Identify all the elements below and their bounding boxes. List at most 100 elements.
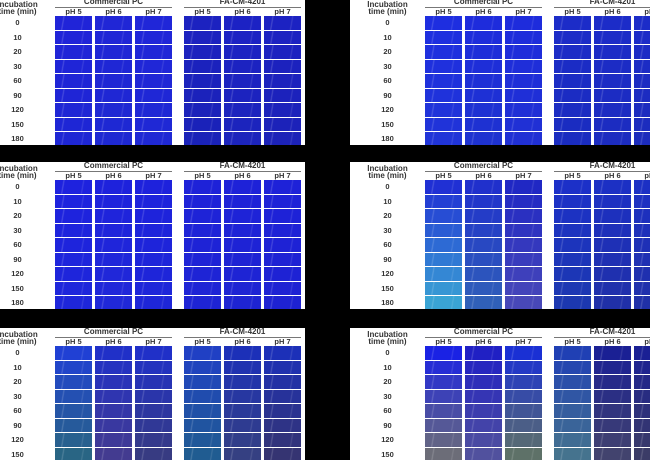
- ph-label: pH 6: [224, 172, 261, 180]
- strip-cell: [95, 238, 132, 252]
- strip-cell: [425, 180, 462, 194]
- time-label: 20: [350, 48, 425, 56]
- strip-cell: [135, 89, 172, 103]
- strip-cell: [224, 296, 261, 309]
- strip-cell: [264, 448, 301, 460]
- strip-cell: [184, 16, 221, 30]
- strip-cell: [184, 282, 221, 296]
- time-label: 150: [0, 451, 55, 459]
- strip-cell: [594, 224, 631, 238]
- strip-cell: [55, 404, 92, 418]
- strip-cell: [505, 282, 542, 296]
- strip-cell: [634, 195, 650, 209]
- strip-cell: [554, 253, 591, 267]
- strip-cell: [224, 267, 261, 281]
- strip-cell: [425, 433, 462, 447]
- time-label: 150: [350, 451, 425, 459]
- strip-cell: [264, 103, 301, 117]
- strip-cell: [95, 346, 132, 360]
- strip-cell: [135, 346, 172, 360]
- strip-cell: [264, 419, 301, 433]
- strip-cell: [95, 282, 132, 296]
- strip-cell: [55, 419, 92, 433]
- strip-cell: [95, 361, 132, 375]
- strip-cell: [55, 375, 92, 389]
- ph-label: pH 5: [184, 8, 221, 16]
- strip-cell: [425, 267, 462, 281]
- strip-cell: [505, 375, 542, 389]
- strip-cell: [184, 419, 221, 433]
- strip-cell: [135, 224, 172, 238]
- strip-cell: [184, 390, 221, 404]
- strip-cell: [184, 404, 221, 418]
- strip-cell: [224, 375, 261, 389]
- strip-cell: [594, 238, 631, 252]
- strip-cell: [184, 89, 221, 103]
- ph-label: pH 6: [594, 8, 631, 16]
- strip-cell: [465, 45, 502, 59]
- time-header-unit: time (min): [0, 172, 55, 180]
- time-label: 180: [0, 299, 55, 307]
- strip-cell: [465, 89, 502, 103]
- strip-cell: [264, 253, 301, 267]
- ph-label: pH 6: [465, 8, 502, 16]
- ph-label: pH 6: [95, 338, 132, 346]
- strip-cell: [55, 267, 92, 281]
- ph-label: pH 5: [184, 172, 221, 180]
- strip-cell: [465, 296, 502, 309]
- strip-cell: [135, 180, 172, 194]
- strip-cell: [55, 282, 92, 296]
- strip-cell: [554, 118, 591, 132]
- strip-cell: [505, 89, 542, 103]
- strip-cell: [465, 253, 502, 267]
- time-label: 150: [350, 121, 425, 129]
- ph-label: pH 7: [634, 8, 650, 16]
- time-label: 120: [0, 270, 55, 278]
- strip-cell: [135, 132, 172, 145]
- strip-cell: [135, 253, 172, 267]
- strip-cell: [594, 180, 631, 194]
- strip-cell: [184, 296, 221, 309]
- strip-cell: [554, 180, 591, 194]
- strip-cell: [95, 16, 132, 30]
- time-label: 20: [350, 378, 425, 386]
- time-label: 180: [350, 299, 425, 307]
- strip-cell: [264, 296, 301, 309]
- strip-cell: [95, 89, 132, 103]
- strip-cell: [264, 60, 301, 74]
- time-header-unit: time (min): [350, 8, 425, 16]
- strip-cell: [425, 419, 462, 433]
- strip-cell: [55, 253, 92, 267]
- strip-cell: [55, 89, 92, 103]
- strip-cell: [554, 74, 591, 88]
- time-label: 90: [350, 422, 425, 430]
- strip-cell: [95, 60, 132, 74]
- strip-cell: [465, 282, 502, 296]
- strip-cell: [135, 433, 172, 447]
- strip-cell: [594, 433, 631, 447]
- strip-cell: [264, 224, 301, 238]
- strip-cell: [55, 180, 92, 194]
- strip-cell: [184, 224, 221, 238]
- strip-cell: [135, 103, 172, 117]
- strip-cell: [634, 361, 650, 375]
- strip-cell: [425, 118, 462, 132]
- strip-cell: [184, 346, 221, 360]
- strip-cell: [184, 31, 221, 45]
- strip-cell: [264, 195, 301, 209]
- strip-cell: [505, 433, 542, 447]
- time-label: 0: [350, 19, 425, 27]
- strip-cell: [505, 60, 542, 74]
- strip-cell: [594, 375, 631, 389]
- strip-cell: [505, 224, 542, 238]
- strip-cell: [594, 419, 631, 433]
- ph-label: pH 5: [55, 8, 92, 16]
- strip-cell: [95, 404, 132, 418]
- strip-cell: [55, 103, 92, 117]
- strip-cell: [465, 180, 502, 194]
- strip-cell: [554, 209, 591, 223]
- strip-cell: [425, 16, 462, 30]
- strip-cell: [594, 448, 631, 460]
